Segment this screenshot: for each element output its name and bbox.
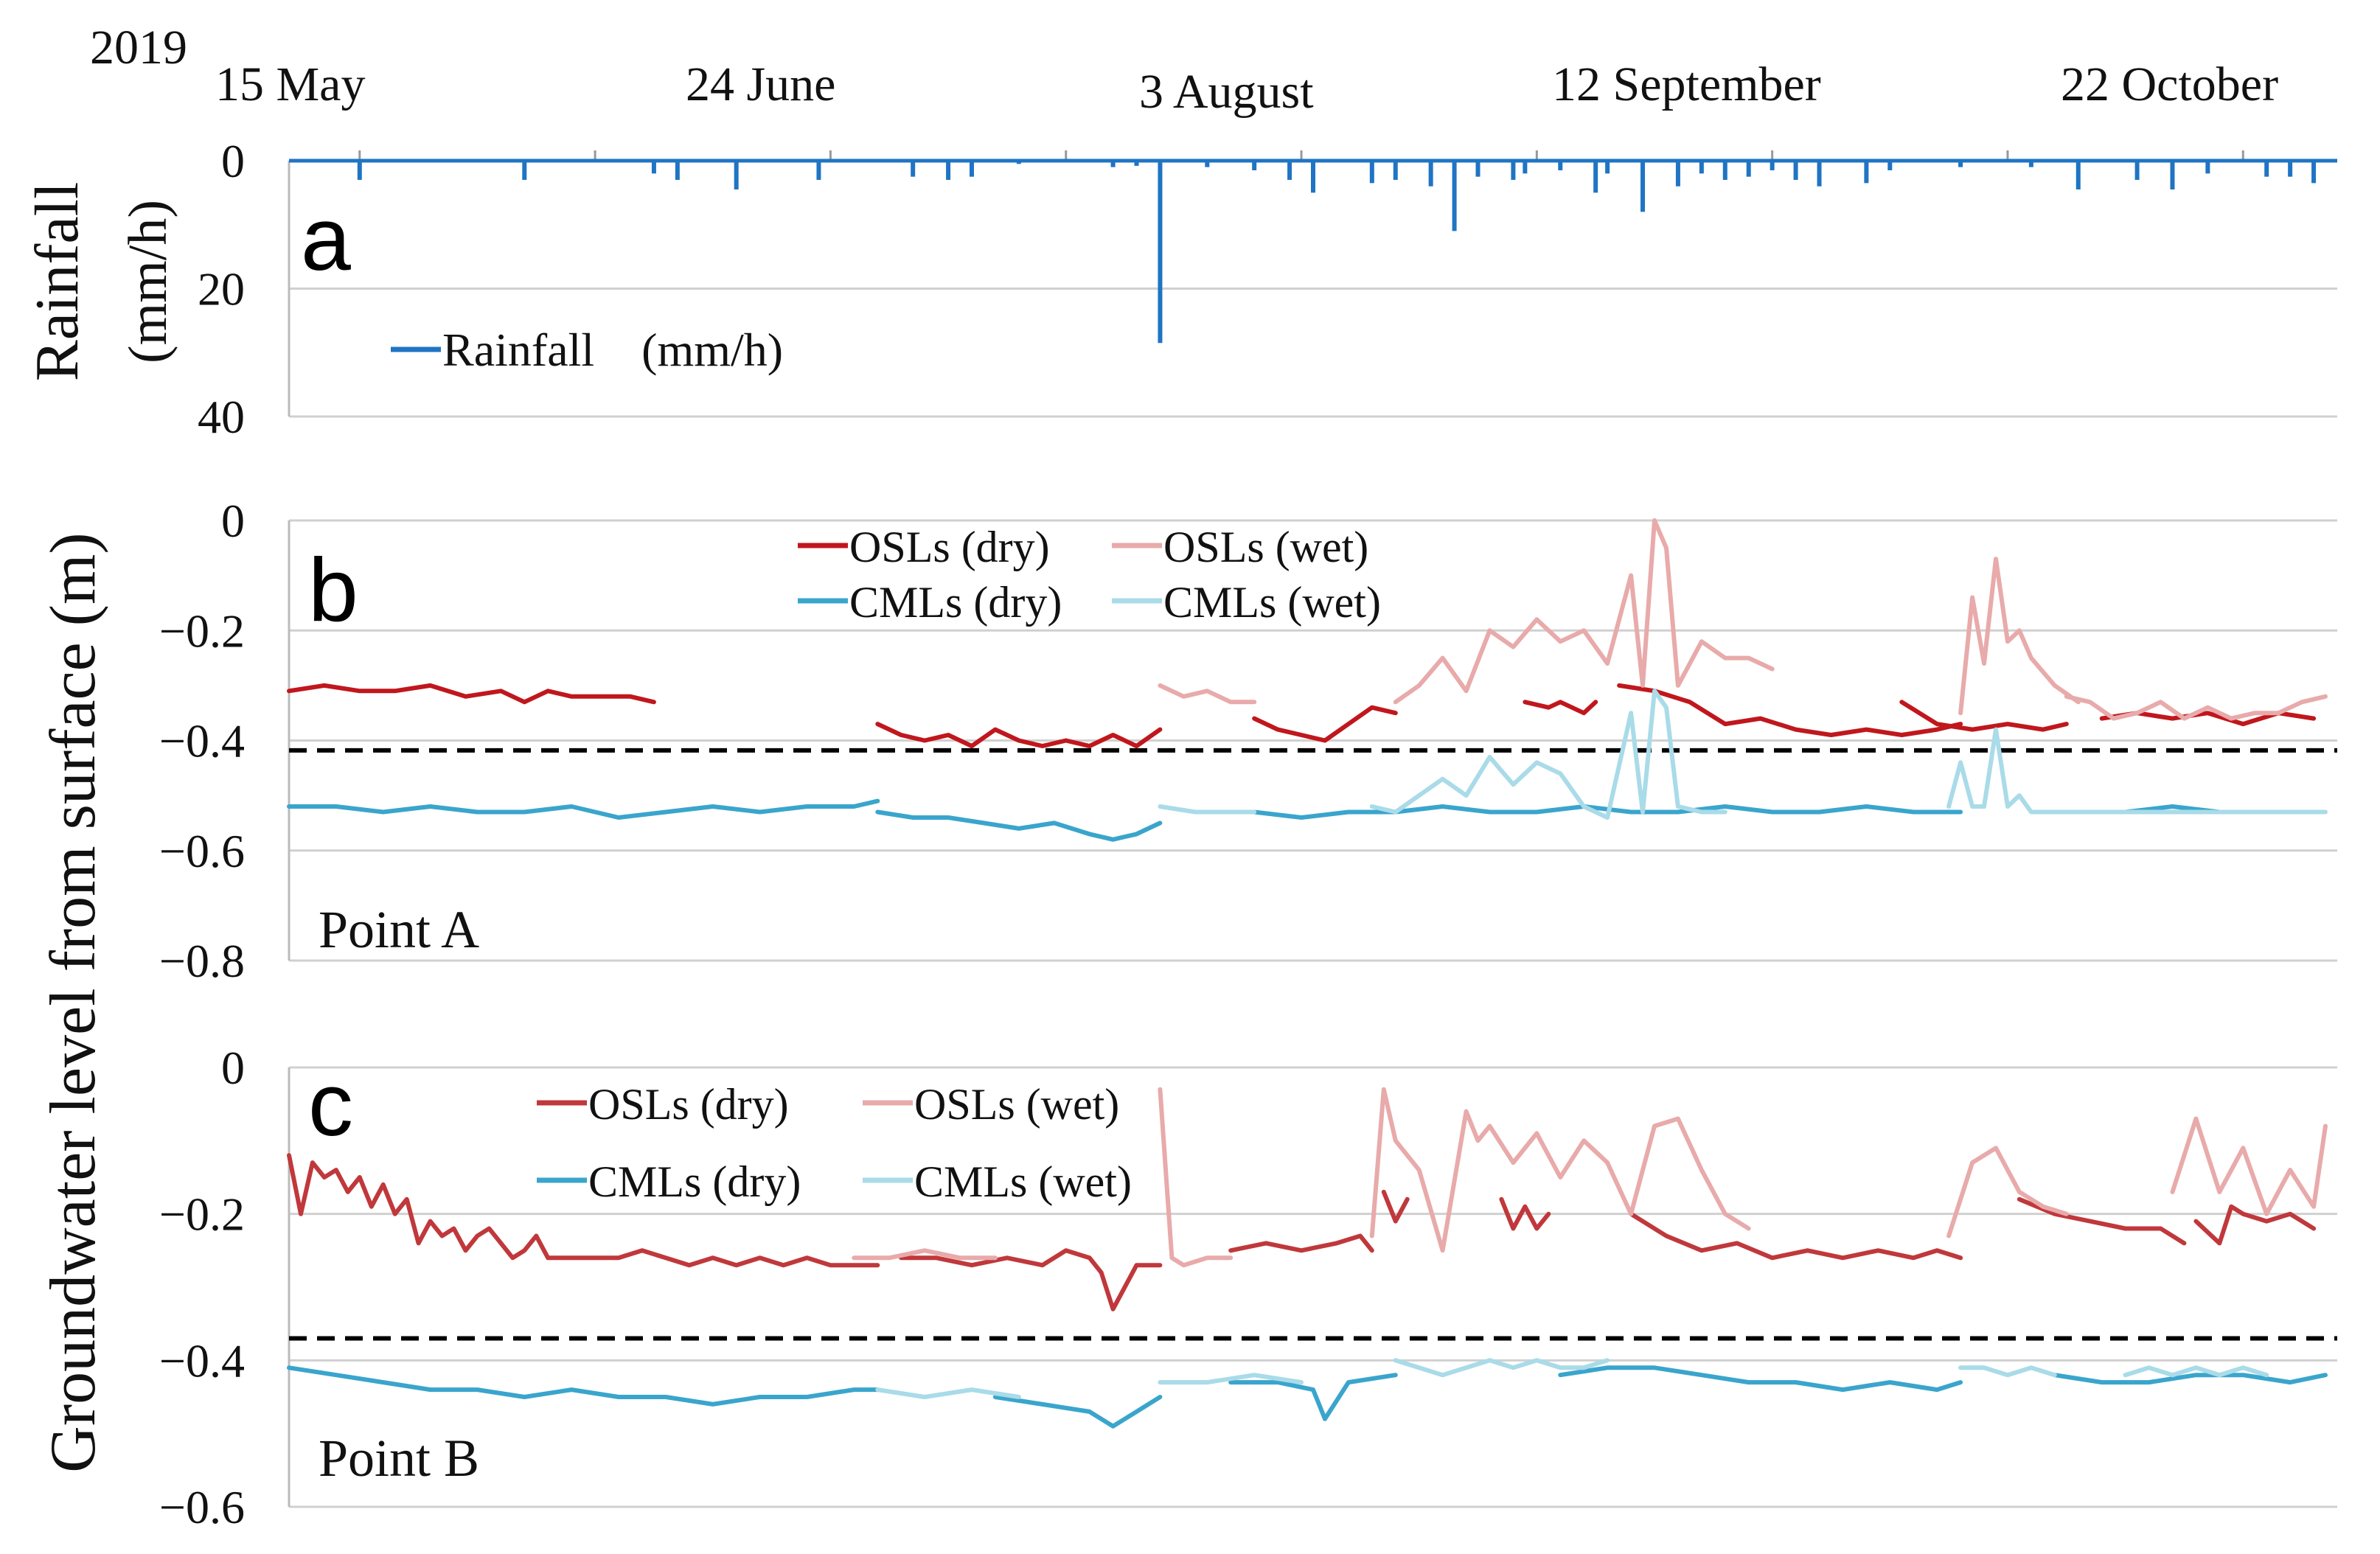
- series-b-cmls-wet--segment-1: [1369, 689, 1727, 820]
- text-layer: 2019 15 May 24 June 3 August 12 Septembe…: [23, 21, 2278, 1488]
- series-b-cmls-dry--segment-0: [287, 798, 880, 820]
- ytick-label-a-2: 40: [198, 391, 245, 443]
- legend-b-cml-dry-label: CMLs (dry): [849, 578, 1062, 627]
- ytick-label-c-1: −0.2: [159, 1188, 245, 1241]
- series-c-osls-dry--segment-2: [1228, 1233, 1374, 1253]
- panel-a-letter: a: [301, 189, 351, 289]
- ytick-label-c-0: 0: [221, 1042, 245, 1094]
- series-b-osls-wet--segment-0: [1158, 683, 1257, 705]
- ytick-label-b-4: −0.8: [159, 935, 245, 987]
- series-b-cmls-wet--segment-0: [1158, 804, 1257, 815]
- series-c-cmls-wet--segment-1: [1158, 1373, 1304, 1385]
- point-b-label: Point B: [319, 1429, 479, 1488]
- series-b-osls-wet--segment-1: [1393, 518, 1775, 705]
- legend-b-cml-wet-label: CMLs (wet): [1163, 578, 1381, 627]
- rainfall-ylabel-units: (mm/h): [118, 200, 178, 363]
- panel-b-letter: b: [308, 540, 358, 640]
- series-c-cmls-dry--segment-4: [2052, 1373, 2328, 1385]
- series-b-osls-wet--segment-3: [2064, 694, 2328, 721]
- series-b-cmls-dry--segment-1: [875, 809, 1163, 842]
- series-c-cmls-dry--segment-1: [992, 1395, 1163, 1429]
- groundwater-ylabel: Groundwater level from surface (m): [38, 532, 109, 1472]
- series-c-cmls-wet--segment-0: [875, 1387, 1021, 1399]
- ytick-label-c-3: −0.6: [159, 1481, 245, 1533]
- series-b-osls-wet--segment-2: [1958, 557, 2081, 716]
- series-c-osls-dry--segment-4: [1499, 1196, 1551, 1231]
- year-label: 2019: [90, 21, 187, 74]
- series-c-cmls-wet--segment-3: [1958, 1365, 2057, 1378]
- series-c-osls-dry--segment-0: [287, 1153, 880, 1268]
- series-c-osls-wet--segment-0: [852, 1248, 998, 1261]
- series-c-cmls-wet--segment-2: [1393, 1358, 1610, 1378]
- series-c-osls-dry--segment-5: [1629, 1211, 1963, 1261]
- series-b-osls-dry--segment-0: [287, 683, 656, 705]
- legend-c-osl-dry-label: OSLs (dry): [588, 1080, 789, 1129]
- legend-c-cml-wet-label: CMLs (wet): [914, 1157, 1132, 1206]
- series-b-osls-dry--segment-5: [1899, 700, 2069, 732]
- series-c-cmls-dry--segment-2: [1228, 1373, 1398, 1421]
- rainfall-ylabel: Rainfall: [23, 182, 91, 382]
- series-b-osls-dry--segment-1: [875, 722, 1163, 748]
- series-b-osls-dry--segment-2: [1252, 705, 1398, 743]
- legend-b-osl-wet-label: OSLs (wet): [1163, 523, 1368, 571]
- series-b-cmls-wet--segment-2: [1946, 727, 2081, 815]
- series-c-cmls-wet--segment-4: [2123, 1365, 2269, 1378]
- legend-a-rainfall-label: Rainfall (mm/h): [442, 324, 783, 376]
- ytick-label-b-2: −0.4: [159, 715, 245, 767]
- series-c-cmls-dry--segment-0: [287, 1365, 880, 1407]
- threshold-layer: [289, 748, 2337, 1341]
- series-c-osls-dry--segment-6: [2017, 1196, 2187, 1246]
- series-c-osls-wet--segment-3: [1946, 1146, 2069, 1238]
- legend-c-cml-dry-label: CMLs (dry): [588, 1157, 801, 1206]
- series-b-osls-dry--segment-4: [1617, 683, 1963, 737]
- point-a-label: Point A: [319, 900, 479, 959]
- series-c-cmls-dry--segment-3: [1558, 1365, 1963, 1393]
- date-label-june: 24 June: [686, 58, 835, 111]
- ytick-label-b-3: −0.6: [159, 825, 245, 877]
- series-c-osls-wet--segment-2: [1369, 1087, 1751, 1253]
- date-label-may: 15 May: [215, 58, 365, 111]
- legend-c-osl-wet-label: OSLs (wet): [914, 1080, 1119, 1129]
- ytick-label-b-0: 0: [221, 495, 245, 547]
- series-c-osls-dry--segment-3: [1381, 1189, 1410, 1224]
- ytick-label-c-2: −0.4: [159, 1334, 245, 1387]
- ytick-label-a-0: 0: [221, 135, 245, 187]
- date-label-august: 3 August: [1139, 65, 1314, 119]
- gridlines-layer: [288, 150, 2337, 1508]
- ytick-label-a-1: 20: [198, 263, 245, 316]
- series-c-osls-wet--segment-1: [1158, 1087, 1234, 1268]
- series-c-osls-dry--segment-1: [899, 1248, 1163, 1311]
- ytick-label-b-1: −0.2: [159, 604, 245, 657]
- panel-c-letter: c: [308, 1054, 353, 1154]
- series-c-osls-wet--segment-4: [2170, 1116, 2328, 1216]
- series-b-osls-dry--segment-3: [1523, 700, 1598, 716]
- series-c-osls-dry--segment-7: [2193, 1204, 2317, 1246]
- date-label-september: 12 September: [1552, 58, 1821, 111]
- tick-labels-layer: 0 20 40 0 −0.2 −0.4 −0.6 −0.8 0 −0.2 −0.4 −0.6: [159, 135, 245, 1533]
- legend-b-osl-dry-label: OSLs (dry): [849, 523, 1050, 571]
- date-label-october: 22 October: [2061, 58, 2278, 111]
- data-marks-layer: [287, 158, 2337, 1429]
